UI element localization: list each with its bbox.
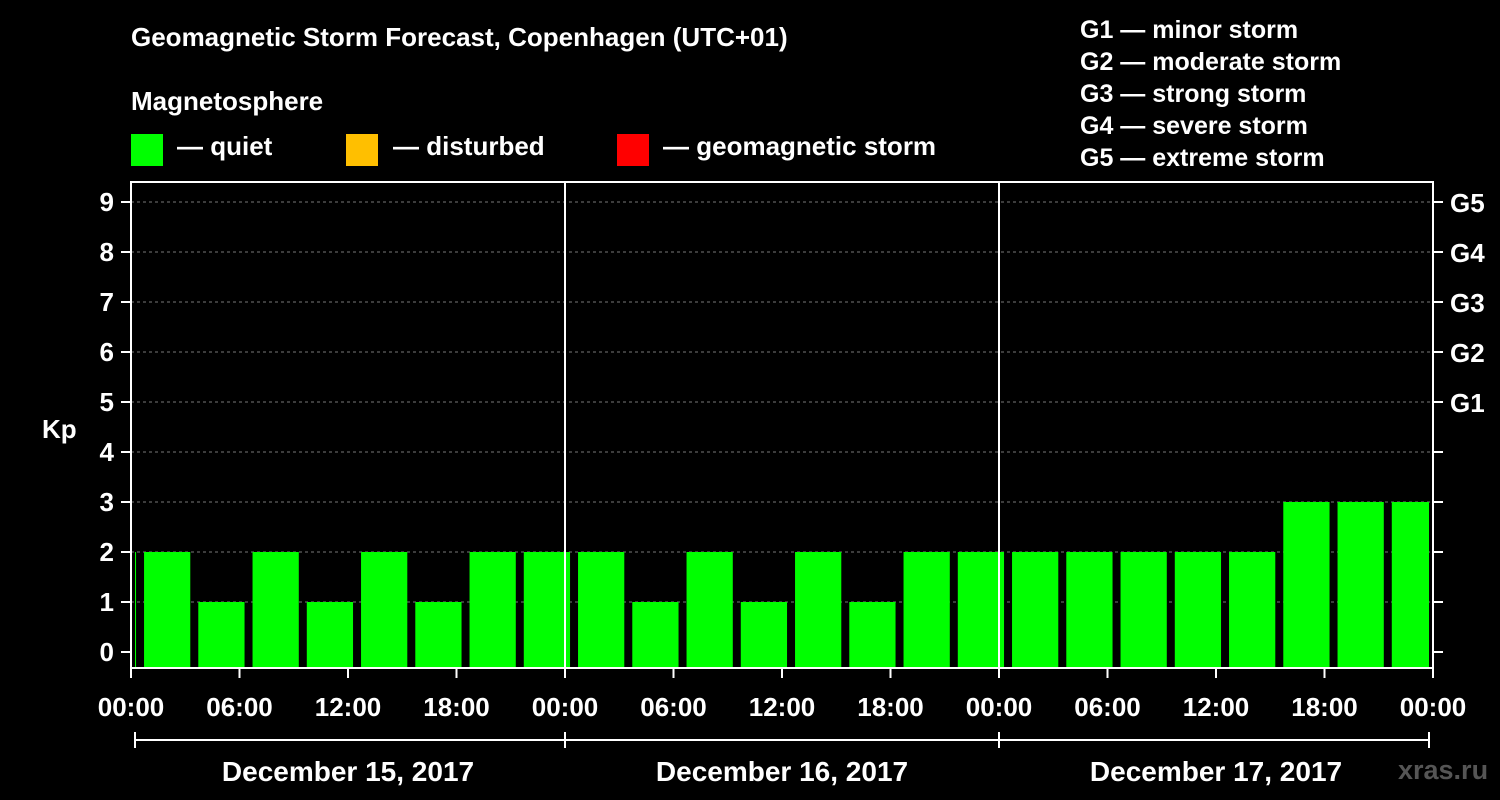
kp-bar — [1066, 552, 1113, 668]
y-tick-label: 0 — [100, 637, 114, 667]
x-tick-label: 00:00 — [98, 692, 165, 722]
magnetosphere-label: Magnetosphere — [131, 86, 324, 116]
g-scale-label: G4 — [1450, 238, 1485, 268]
x-tick-label: 06:00 — [1074, 692, 1141, 722]
x-tick-label: 18:00 — [857, 692, 924, 722]
kp-bar — [1337, 502, 1384, 668]
g-scale-label: G2 — [1450, 338, 1485, 368]
x-tick-label: 00:00 — [1400, 692, 1467, 722]
legend-swatch-quiet — [131, 134, 163, 166]
day-label: December 16, 2017 — [656, 756, 908, 787]
legend-label-disturbed: — disturbed — [393, 131, 545, 161]
kp-bar — [135, 552, 137, 668]
y-tick-label: 9 — [100, 187, 114, 217]
kp-bar — [849, 602, 896, 668]
x-tick-label: 12:00 — [1183, 692, 1250, 722]
g-legend-g2: G2 — moderate storm — [1080, 48, 1342, 76]
x-tick-label: 12:00 — [315, 692, 382, 722]
g-scale-label: G5 — [1450, 188, 1485, 218]
chart-title: Geomagnetic Storm Forecast, Copenhagen (… — [131, 22, 788, 52]
x-tick-label: 18:00 — [1291, 692, 1358, 722]
y-tick-label: 2 — [100, 537, 114, 567]
y-tick-label: 4 — [100, 437, 115, 467]
kp-bar — [306, 602, 354, 668]
kp-bar — [198, 602, 245, 668]
kp-bar — [469, 552, 516, 668]
y-tick-label: 8 — [100, 237, 114, 267]
kp-bar — [1391, 502, 1429, 668]
kp-bar — [1283, 502, 1330, 668]
g-legend-g1: G1 — minor storm — [1080, 16, 1299, 44]
kp-bar — [632, 602, 679, 668]
y-tick-label: 7 — [100, 287, 114, 317]
x-tick-label: 12:00 — [749, 692, 816, 722]
kp-bar — [1120, 552, 1167, 668]
x-tick-label: 06:00 — [206, 692, 273, 722]
legend-swatch-storm — [617, 134, 649, 166]
kp-bar — [252, 552, 299, 668]
kp-bar — [144, 552, 191, 668]
y-axis-title: Kp — [42, 414, 77, 444]
g-scale-label: G1 — [1450, 388, 1485, 418]
day-label: December 17, 2017 — [1090, 756, 1342, 787]
kp-bar — [361, 552, 408, 668]
x-tick-label: 00:00 — [532, 692, 599, 722]
x-tick-label: 06:00 — [640, 692, 707, 722]
g-legend-g5: G5 — extreme storm — [1080, 144, 1325, 172]
y-tick-label: 5 — [100, 387, 114, 417]
day-label: December 15, 2017 — [222, 756, 474, 787]
kp-bar — [903, 552, 950, 668]
kp-bar — [957, 552, 1005, 668]
legend-label-quiet: — quiet — [177, 131, 273, 161]
g-legend-g4: G4 — severe storm — [1080, 112, 1308, 140]
y-tick-label: 1 — [100, 587, 114, 617]
kp-bar — [1012, 552, 1059, 668]
g-scale-legend: G1 — minor storm G2 — moderate storm G3 … — [1080, 14, 1341, 174]
kp-bar — [686, 552, 733, 668]
kp-bar — [1174, 552, 1222, 668]
kp-bar — [523, 552, 571, 668]
g-legend-g3: G3 — strong storm — [1080, 80, 1307, 108]
legend-label-storm: — geomagnetic storm — [663, 131, 937, 161]
kp-bar — [578, 552, 625, 668]
kp-bar — [740, 602, 788, 668]
watermark: xras.ru — [1398, 755, 1489, 785]
x-tick-label: 18:00 — [423, 692, 490, 722]
y-tick-label: 6 — [100, 337, 114, 367]
kp-bar — [415, 602, 462, 668]
g-scale-label: G3 — [1450, 288, 1485, 318]
legend-swatch-disturbed — [346, 134, 378, 166]
kp-bar — [1229, 552, 1276, 668]
y-tick-label: 3 — [100, 487, 114, 517]
x-tick-label: 00:00 — [966, 692, 1033, 722]
kp-bar — [795, 552, 842, 668]
